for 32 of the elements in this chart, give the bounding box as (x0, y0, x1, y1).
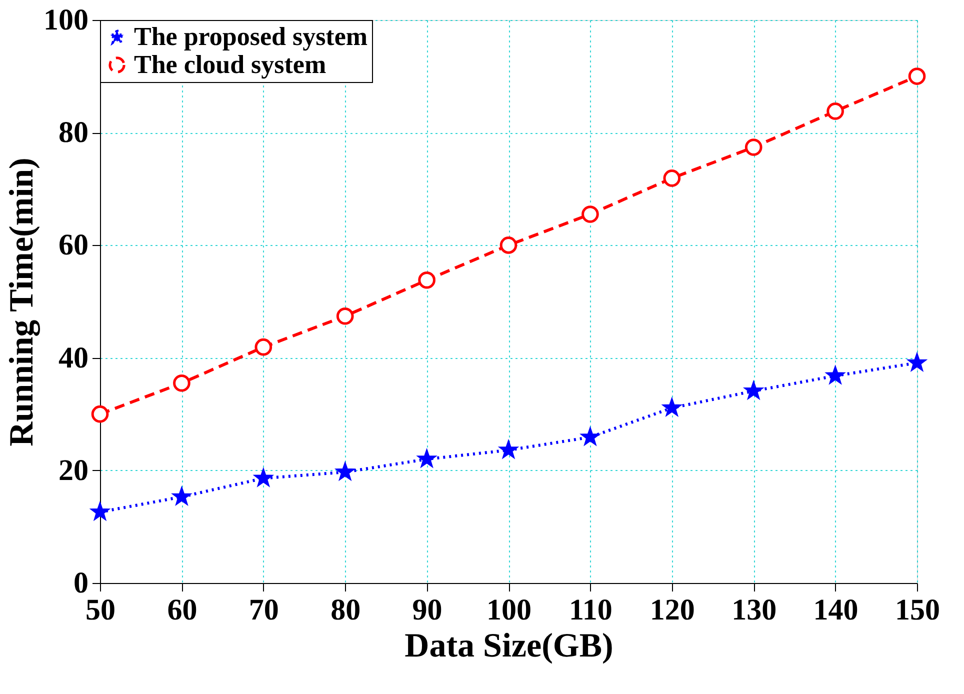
point (826, 102, 844, 120)
x-tick-label: 70 (248, 594, 279, 626)
point (254, 338, 272, 356)
y-tick-label: 20 (58, 454, 88, 487)
x-tick-label: 50 (86, 594, 116, 626)
point (418, 271, 436, 289)
x-tick-label: 140 (813, 594, 858, 626)
x-tick-label: 120 (650, 594, 695, 626)
point (91, 405, 109, 423)
point (663, 170, 681, 187)
x-tick-label: 90 (412, 594, 442, 626)
legend-label: The proposed system (134, 22, 368, 51)
x-tick-label: 130 (732, 594, 777, 626)
point (744, 138, 762, 156)
point (908, 68, 926, 85)
y-tick-label: 80 (58, 116, 88, 150)
x-axis-title: Data Size(GB) (404, 628, 614, 664)
y-tick-label: 60 (58, 228, 88, 262)
x-tick-label: 150 (895, 594, 940, 626)
x-tick-label: 110 (569, 594, 612, 626)
x-tick-label: 60 (167, 594, 198, 626)
y-axis-title: Running Time(min) (4, 158, 40, 446)
y-tick-label: 100 (44, 4, 88, 36)
legend-label: The cloud system (134, 50, 326, 79)
point (500, 236, 518, 254)
x-tick-label: 100 (486, 594, 532, 626)
point (173, 374, 190, 392)
x-tick-label: 80 (330, 594, 361, 626)
point (336, 307, 354, 325)
point (582, 206, 599, 223)
y-tick-label: 40 (58, 341, 88, 374)
y-tick-label: 0 (74, 566, 88, 600)
